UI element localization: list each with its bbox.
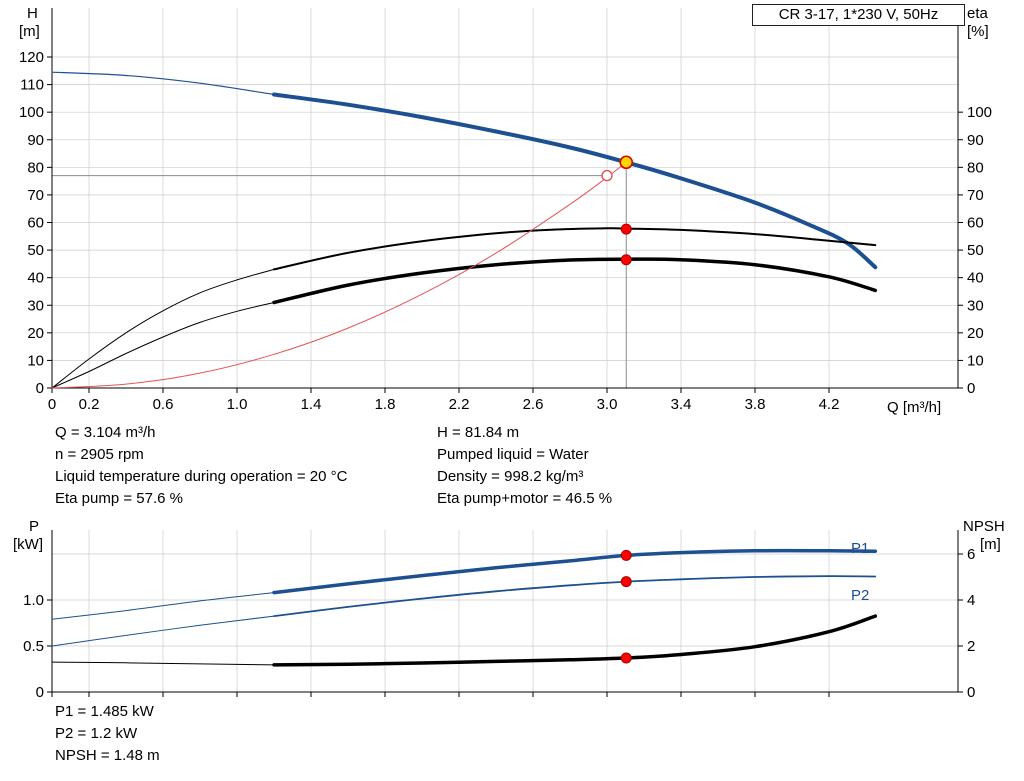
pump-type-box: CR 3-17, 1*230 V, 50Hz — [752, 4, 965, 26]
x-tick-label: 0 — [48, 396, 56, 413]
eta-pump-curve — [273, 227, 877, 271]
requested-duty-point-marker — [601, 169, 613, 182]
x-tick-label: 3.0 — [597, 396, 618, 413]
p2-curve-label: P2 — [851, 587, 870, 604]
y-right-tick-label: 20 — [967, 325, 984, 342]
info-eta-pump: Eta pump = 57.6 % — [55, 490, 183, 507]
eta-pump-low-flow-curve — [51, 268, 275, 389]
npsh-point-marker — [620, 652, 632, 664]
y-left-tick-label: 0 — [36, 684, 44, 701]
y-right-tick-label: 100 — [967, 104, 992, 121]
p-axis-label: P — [29, 518, 40, 535]
y-right-tick-label: 50 — [967, 242, 984, 259]
x-tick-label: 0.6 — [153, 396, 174, 413]
y-left-tick-label: 90 — [27, 132, 44, 149]
y-left-tick-label: 30 — [27, 297, 44, 314]
result-p1: P1 = 1.485 kW — [55, 703, 154, 720]
y-right-tick-label: 90 — [967, 132, 984, 149]
system-curve-curve — [51, 161, 627, 389]
y-left-tick-label: 70 — [27, 187, 44, 204]
y-right-tick-label: 10 — [967, 352, 984, 369]
npsh-curve — [272, 614, 878, 667]
p2-curve — [273, 575, 877, 617]
power-npsh-chart: 0 0.5 1.0 0 2 4 6 — [23, 530, 975, 701]
eta-pump-point-marker — [620, 223, 632, 235]
p2-low-flow-curve — [51, 615, 275, 647]
eta-axis-label: eta — [967, 5, 988, 22]
y-left-tick-label: 0.5 — [23, 638, 44, 655]
y-left-tick-label: 1.0 — [23, 592, 44, 609]
x-tick-label: 2.6 — [523, 396, 544, 413]
eta-pump-motor-low-flow-curve — [51, 302, 275, 389]
y-right-tick-label: 40 — [967, 270, 984, 287]
y-right-tick-label: 80 — [967, 159, 984, 176]
y-right-tick-label: 30 — [967, 297, 984, 314]
y-left-tick-label: 40 — [27, 270, 44, 287]
y-left-tick-label: 10 — [27, 352, 44, 369]
y-right-tick-label: 6 — [967, 546, 975, 563]
y-left-tick-label: 50 — [27, 242, 44, 259]
hq-eta-chart: 0 10 20 30 40 50 60 70 80 90 100 110 120 0 10 20 30 40 50 6… — [19, 8, 992, 413]
p1-low-flow-curve — [51, 592, 275, 620]
duty-point-marker — [619, 155, 634, 170]
p2-point-marker — [620, 576, 632, 588]
info-h: H = 81.84 m — [437, 424, 520, 441]
info-n: n = 2905 rpm — [55, 446, 144, 463]
x-tick-label: 3.4 — [671, 396, 692, 413]
eta-axis-unit: [%] — [967, 23, 989, 40]
y-right-tick-label: 2 — [967, 638, 975, 655]
p1-curve-label: P1 — [851, 540, 870, 557]
y-right-tick-label: 0 — [967, 380, 975, 397]
y-right-tick-label: 60 — [967, 215, 984, 232]
p-axis-unit: [kW] — [13, 536, 43, 553]
h-axis-unit: [m] — [19, 23, 40, 40]
npsh-axis-label: NPSH — [963, 518, 1005, 535]
info-q: Q = 3.104 m³/h — [55, 424, 156, 441]
p1-curve — [272, 548, 878, 595]
npsh-axis-unit: [m] — [980, 536, 1001, 553]
p1-point-marker — [620, 549, 632, 561]
y-left-tick-label: 80 — [27, 159, 44, 176]
x-tick-label: 1.4 — [301, 396, 322, 413]
h-axis-label: H — [27, 5, 38, 22]
y-right-tick-label: 0 — [967, 684, 975, 701]
x-tick-label: 3.8 — [745, 396, 766, 413]
y-right-tick-label: 70 — [967, 187, 984, 204]
pump-curve-low-flow-curve — [51, 71, 275, 96]
y-left-tick-label: 20 — [27, 325, 44, 342]
q-axis-label: Q [m³/h] — [887, 399, 942, 416]
npsh-low-flow-curve — [51, 661, 275, 666]
info-density: Density = 998.2 kg/m³ — [437, 468, 584, 485]
eta-pump-motor-point-marker — [620, 254, 632, 266]
x-tick-label: 4.2 — [819, 396, 840, 413]
eta-pump-motor-curve — [272, 257, 878, 305]
y-right-tick-label: 4 — [967, 592, 975, 609]
y-left-tick-label: 0 — [36, 380, 44, 397]
y-left-tick-label: 120 — [19, 49, 44, 66]
result-p2: P2 = 1.2 kW — [55, 725, 138, 742]
y-left-tick-label: 110 — [20, 77, 44, 94]
y-left-tick-label: 100 — [19, 104, 44, 121]
x-tick-label: 2.2 — [449, 396, 470, 413]
result-npsh: NPSH = 1.48 m — [55, 747, 160, 764]
y-left-tick-label: 60 — [27, 215, 44, 232]
x-tick-label: 1.0 — [227, 396, 248, 413]
x-tick-label: 1.8 — [375, 396, 396, 413]
info-eta-pump-motor: Eta pump+motor = 46.5 % — [437, 490, 613, 507]
x-tick-label: 0.2 — [79, 396, 100, 413]
pump-curve-curve — [272, 92, 878, 270]
info-liquid: Pumped liquid = Water — [437, 446, 589, 463]
info-temp: Liquid temperature during operation = 20… — [55, 468, 348, 485]
